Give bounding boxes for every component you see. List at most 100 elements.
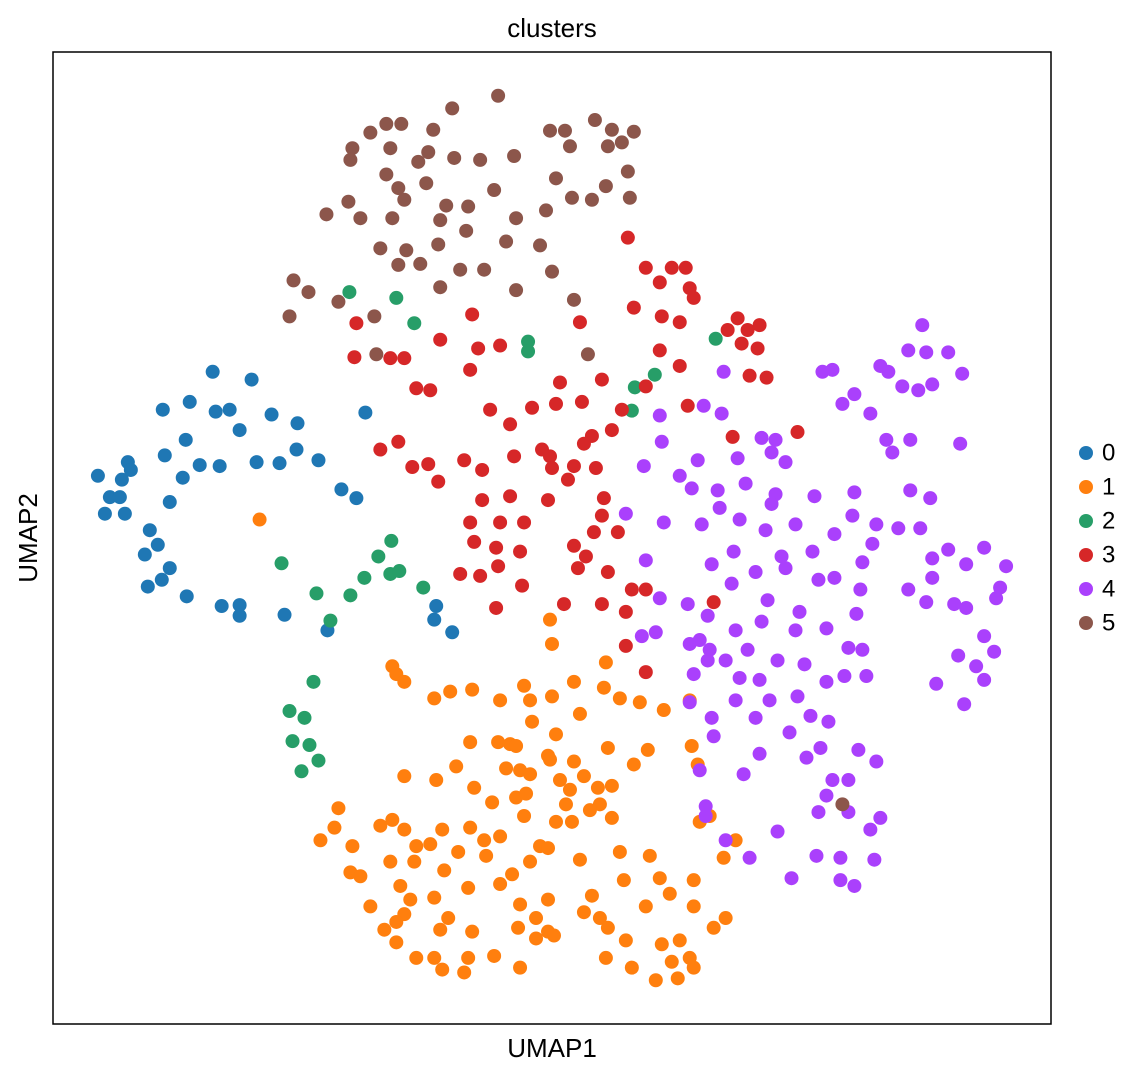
point: [249, 455, 264, 470]
point: [724, 576, 739, 591]
point: [323, 613, 338, 628]
point: [342, 285, 357, 300]
point: [264, 407, 279, 422]
point: [493, 693, 508, 708]
point: [718, 911, 733, 926]
point: [652, 275, 667, 290]
point: [811, 572, 826, 587]
point: [433, 213, 448, 228]
point: [384, 533, 399, 548]
point: [533, 238, 548, 253]
point: [738, 476, 753, 491]
point: [686, 667, 701, 682]
point: [511, 920, 526, 935]
point: [473, 152, 488, 167]
point: [792, 604, 807, 619]
point: [690, 453, 705, 468]
point: [473, 568, 488, 583]
point: [853, 582, 868, 597]
point: [706, 920, 721, 935]
point: [919, 595, 934, 610]
point: [441, 911, 456, 926]
point: [523, 767, 538, 782]
point: [638, 260, 653, 275]
point: [752, 318, 767, 333]
point: [475, 462, 490, 477]
point: [614, 402, 629, 417]
point: [445, 625, 460, 640]
point: [803, 708, 818, 723]
point: [951, 648, 966, 663]
point: [758, 523, 773, 538]
point: [517, 678, 532, 693]
point: [545, 689, 559, 704]
point: [397, 769, 412, 784]
point: [827, 570, 842, 585]
points: [90, 88, 1014, 988]
point: [833, 850, 848, 865]
point: [706, 729, 721, 744]
point: [523, 854, 538, 869]
point: [648, 973, 663, 988]
point: [959, 557, 974, 572]
point: [102, 490, 117, 505]
point: [457, 965, 472, 980]
point: [726, 544, 741, 559]
point: [477, 262, 492, 277]
point: [499, 761, 514, 776]
point: [463, 362, 478, 377]
point: [377, 922, 392, 937]
point: [282, 309, 297, 324]
point: [214, 599, 229, 614]
point: [548, 396, 563, 411]
point: [638, 553, 653, 568]
point: [515, 578, 530, 593]
point: [620, 164, 635, 179]
point: [212, 459, 227, 474]
point: [790, 425, 805, 440]
point: [479, 848, 494, 863]
point: [841, 640, 856, 655]
point: [652, 343, 667, 358]
point: [778, 561, 793, 576]
point: [90, 468, 105, 483]
legend-label: 0: [1102, 439, 1115, 466]
point: [638, 379, 653, 394]
legend-label: 3: [1102, 541, 1115, 568]
point: [612, 691, 627, 706]
point: [977, 672, 992, 687]
point: [371, 549, 386, 564]
point: [835, 396, 850, 411]
legend-marker: [1079, 548, 1093, 562]
point: [155, 402, 170, 417]
point: [626, 757, 641, 772]
point: [596, 680, 611, 695]
point: [463, 820, 478, 835]
point: [598, 655, 613, 670]
point: [684, 739, 699, 754]
point: [604, 423, 619, 438]
point: [778, 455, 793, 470]
point: [594, 372, 609, 387]
point: [708, 331, 723, 346]
point: [728, 833, 743, 848]
point: [397, 674, 412, 689]
point: [706, 595, 721, 610]
point: [294, 764, 309, 779]
point: [373, 818, 388, 833]
point: [543, 752, 558, 767]
point: [616, 873, 631, 888]
point: [618, 933, 633, 948]
point: [869, 517, 884, 532]
point: [513, 960, 528, 975]
point: [578, 549, 593, 564]
y-axis-label: UMAP2: [13, 493, 43, 583]
point: [879, 432, 894, 447]
point: [162, 561, 177, 576]
point: [999, 559, 1014, 574]
point: [841, 773, 856, 788]
point: [391, 434, 406, 449]
point: [416, 580, 431, 595]
point: [604, 122, 619, 137]
point: [392, 564, 407, 579]
